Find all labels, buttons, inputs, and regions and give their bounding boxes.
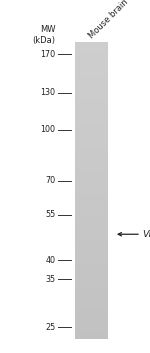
Bar: [75, 229, 108, 239]
Text: 40: 40: [45, 256, 56, 265]
Text: Mouse brain: Mouse brain: [87, 0, 130, 41]
Bar: [75, 227, 108, 242]
Text: 70: 70: [45, 176, 56, 185]
Text: Vitronectin: Vitronectin: [142, 230, 150, 239]
Text: 25: 25: [45, 323, 56, 331]
Text: MW
(kDa): MW (kDa): [33, 25, 56, 45]
Text: 100: 100: [40, 125, 56, 134]
Text: 55: 55: [45, 210, 56, 219]
Text: 130: 130: [40, 88, 56, 97]
Text: 35: 35: [45, 275, 56, 284]
Text: 170: 170: [40, 50, 56, 59]
